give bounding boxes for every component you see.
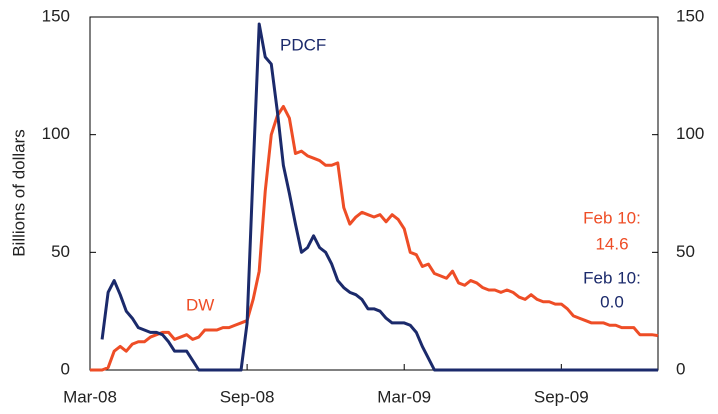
annotation: Feb 10:: [583, 208, 641, 227]
annotation: 0.0: [600, 292, 624, 311]
y-tick-label: 50: [51, 242, 70, 261]
series-line: [90, 104, 659, 372]
y2-tick-label: 0: [676, 359, 685, 378]
y2-tick-label: 50: [676, 242, 695, 261]
x-tick-label: Sep-08: [220, 387, 275, 406]
y2-tick-label: 150: [676, 6, 704, 25]
x-tick-label: Sep-09: [534, 387, 589, 406]
legend-label: PDCF: [280, 35, 326, 54]
y-tick-label: 150: [42, 6, 70, 25]
annotation: 14.6: [595, 234, 628, 253]
y-tick-label: 100: [42, 124, 70, 143]
x-tick-label: Mar-09: [377, 387, 431, 406]
x-tick-label: Mar-08: [63, 387, 117, 406]
plot-frame: [89, 16, 659, 371]
y-axis-title: Billions of dollars: [9, 129, 28, 257]
y2-tick-label: 100: [676, 124, 704, 143]
y-tick-label: 0: [61, 359, 70, 378]
series-line: [100, 22, 658, 372]
legend-label: DW: [186, 295, 214, 314]
annotation: Feb 10:: [583, 268, 641, 287]
